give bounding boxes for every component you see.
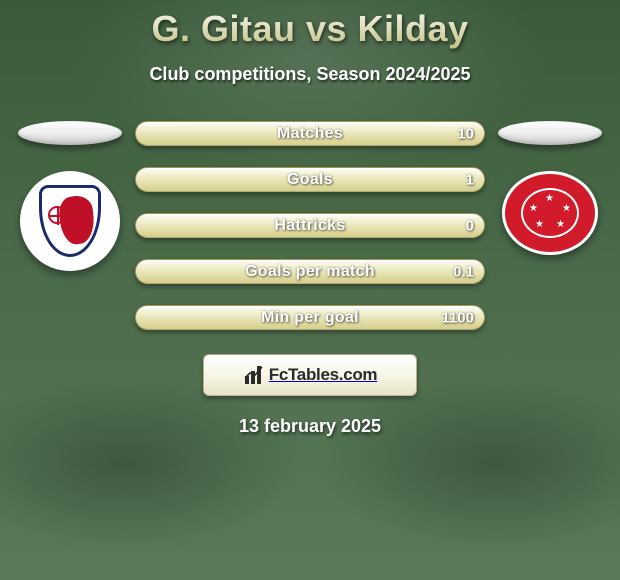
star-icon: ★ [562, 204, 571, 214]
stat-label: Goals per match [245, 263, 375, 281]
left-pebble [18, 121, 122, 145]
crest-inner-ring: ★ ★ ★ ★ ★ [521, 188, 579, 238]
stat-bar-min-per-goal: Min per goal 1100 [135, 305, 485, 330]
shield-icon [39, 185, 101, 257]
star-icon: ★ [529, 204, 538, 214]
stat-bar-goals-per-match: Goals per match 0.1 [135, 259, 485, 284]
star-icon: ★ [556, 220, 565, 230]
stat-value: 0 [466, 217, 474, 234]
stat-label: Goals [287, 171, 333, 189]
stat-value: 1 [466, 171, 474, 188]
page-title: G. Gitau vs Kilday [0, 0, 620, 50]
star-icon: ★ [535, 220, 544, 230]
content-root: G. Gitau vs Kilday Club competitions, Se… [0, 0, 620, 580]
right-team-crest: ★ ★ ★ ★ ★ [502, 171, 598, 255]
lion-icon [57, 194, 97, 246]
star-icon: ★ [545, 194, 554, 204]
stat-label: Min per goal [261, 309, 359, 327]
date-text: 13 february 2025 [0, 416, 620, 437]
stat-label: Matches [277, 125, 343, 143]
subtitle: Club competitions, Season 2024/2025 [0, 64, 620, 85]
stat-label: Hattricks [274, 217, 345, 235]
stat-bars: Matches 10 Goals 1 Hattricks 0 Goals per… [135, 121, 485, 330]
stat-value: 1100 [441, 309, 474, 326]
stats-area: Matches 10 Goals 1 Hattricks 0 Goals per… [0, 121, 620, 330]
stat-bar-matches: Matches 10 [135, 121, 485, 146]
bar-chart-icon [243, 364, 265, 386]
brand-link[interactable]: FcTables.com [203, 354, 417, 396]
left-column [15, 121, 125, 271]
stat-value: 10 [457, 125, 474, 142]
stat-value: 0.1 [453, 263, 474, 280]
left-team-crest [20, 171, 120, 271]
brand-text: FcTables.com [269, 365, 378, 385]
stat-bar-hattricks: Hattricks 0 [135, 213, 485, 238]
stat-bar-goals: Goals 1 [135, 167, 485, 192]
right-pebble [498, 121, 602, 145]
right-column: ★ ★ ★ ★ ★ [495, 121, 605, 255]
